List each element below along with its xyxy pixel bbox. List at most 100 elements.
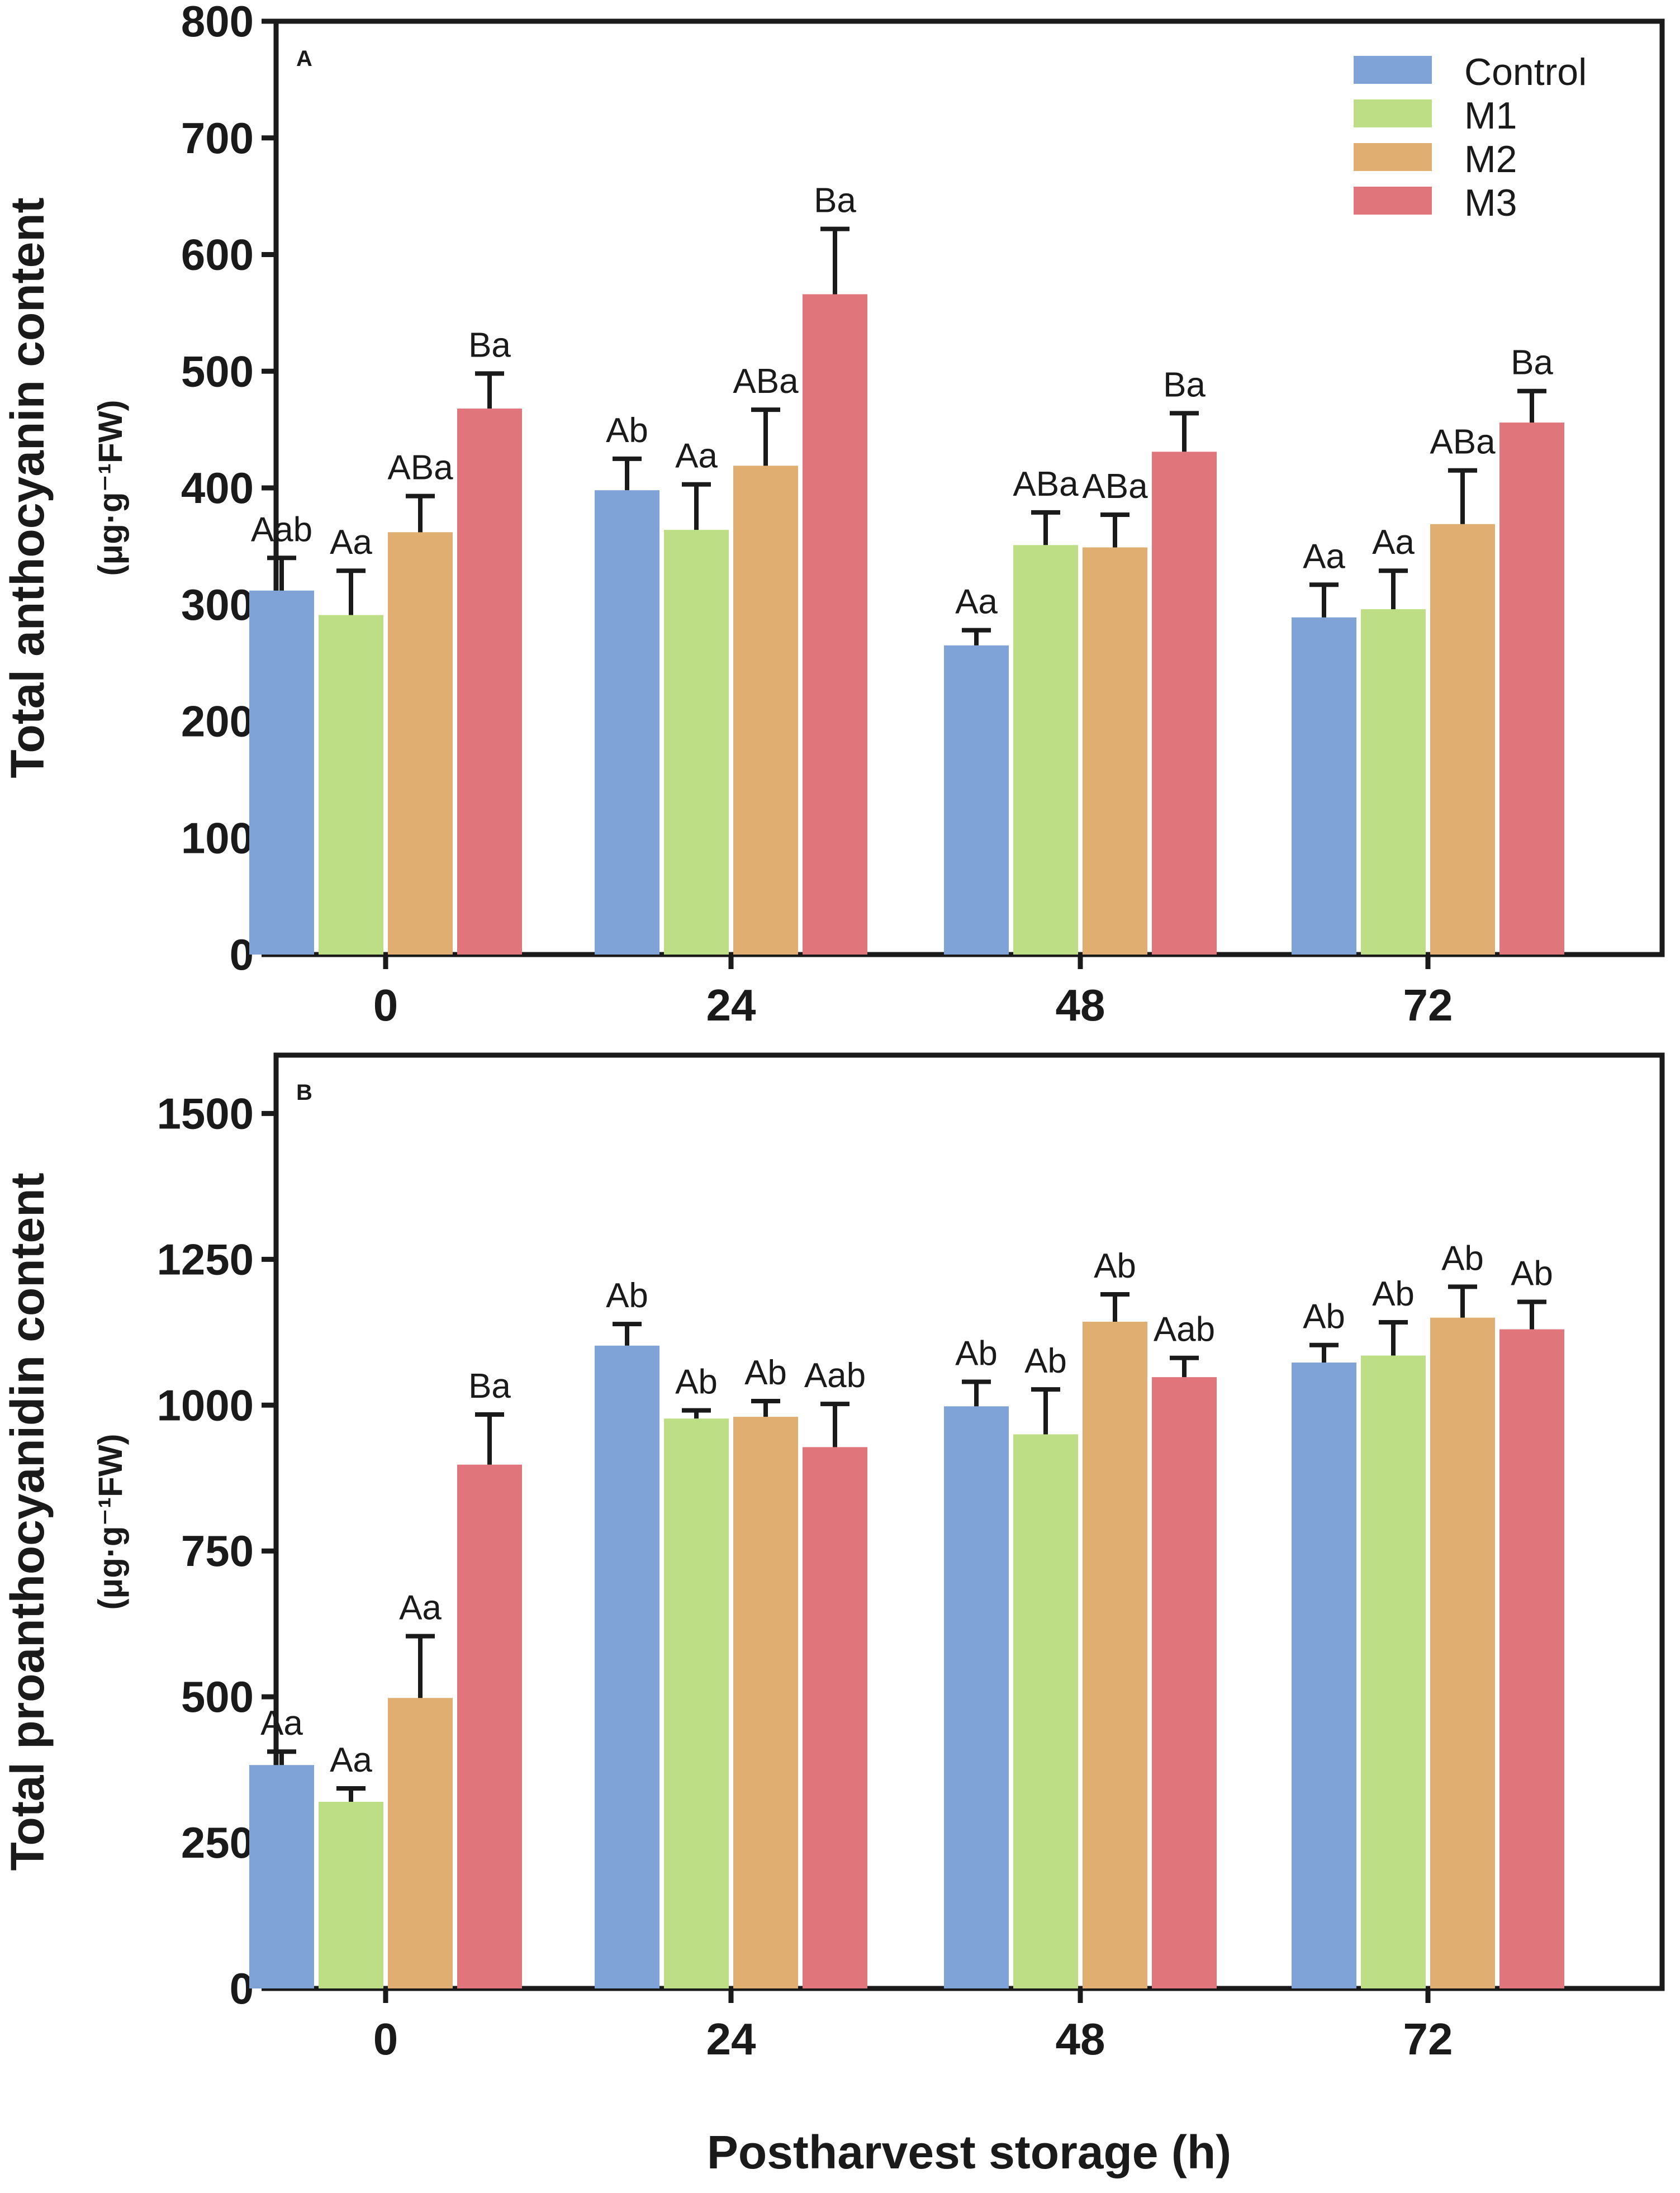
panel-a-letter: A	[296, 46, 312, 71]
y-tick-label: 1000	[156, 1380, 254, 1430]
x-tick-label: 0	[373, 2014, 398, 2064]
significance-label: Aa	[1372, 523, 1415, 562]
x-tick-label: 48	[1056, 980, 1105, 1030]
panel-a-y-axis-label: Total anthocyanin content	[1, 197, 54, 778]
bar-control-0	[249, 590, 314, 955]
y-tick-label: 1250	[156, 1235, 254, 1284]
bar-m1-24	[664, 530, 729, 955]
significance-label: Ab	[1441, 1239, 1484, 1278]
bar-control-72	[1292, 1363, 1356, 1988]
significance-label: Ba	[1163, 366, 1206, 404]
significance-label: Ab	[675, 1363, 718, 1402]
x-tick-label: 24	[706, 2014, 756, 2064]
panel-b-y-axis-unit: (μg·g⁻¹FW)	[92, 1434, 129, 1610]
x-tick-label: 0	[373, 980, 398, 1030]
panel-b-x-axis: 0 24 48 72	[373, 1988, 1453, 2064]
significance-label: Ab	[744, 1354, 787, 1392]
bar-m1-0	[319, 1802, 383, 1988]
significance-label: ABa	[1430, 423, 1496, 462]
bar-m2-0	[388, 1698, 453, 1988]
significance-label: Ab	[606, 1276, 648, 1315]
legend-swatch-control	[1354, 56, 1432, 84]
y-tick-label: 250	[181, 1818, 254, 1867]
bar-m3-0	[457, 1464, 522, 1988]
significance-label: Aa	[1303, 537, 1345, 576]
bar-control-48	[944, 1406, 1009, 1988]
bar-m2-72	[1430, 1317, 1495, 1988]
significance-label: Ab	[1094, 1247, 1136, 1285]
legend-swatch-m2	[1354, 143, 1432, 171]
legend-swatch-m3	[1354, 187, 1432, 215]
x-tick-label: 24	[706, 980, 756, 1030]
significance-label: ABa	[387, 449, 453, 487]
bar-control-24	[595, 490, 659, 955]
y-tick-label: 700	[181, 113, 254, 163]
significance-label: Ab	[1303, 1298, 1345, 1336]
panel-a-y-axis-unit: (μg·g⁻¹FW)	[92, 400, 129, 576]
legend-label-m3: M3	[1464, 182, 1517, 224]
bar-m3-24	[803, 294, 867, 955]
legend: Control M1 M2 M3	[1354, 51, 1587, 224]
bar-m1-72	[1361, 1355, 1426, 1988]
significance-label: Aa	[399, 1589, 442, 1627]
significance-label: Ab	[955, 1335, 998, 1373]
bar-m1-24	[664, 1418, 729, 1988]
legend-label-m1: M1	[1464, 94, 1517, 137]
legend-swatch-m1	[1354, 99, 1432, 127]
significance-label: Aa	[330, 1741, 372, 1779]
significance-label: Aab	[1154, 1311, 1215, 1349]
x-tick-label: 72	[1403, 980, 1453, 1030]
bar-m1-48	[1013, 1434, 1078, 1988]
x-tick-label: 72	[1403, 2014, 1453, 2064]
bar-m1-48	[1013, 545, 1078, 955]
significance-label: Ba	[468, 1367, 511, 1406]
significance-label: Aa	[260, 1704, 303, 1743]
significance-label: ABa	[1013, 465, 1079, 504]
legend-label-m2: M2	[1464, 138, 1517, 181]
significance-label: Ab	[606, 411, 648, 450]
significance-label: Ab	[1511, 1255, 1553, 1293]
y-tick-label: 500	[181, 346, 254, 396]
significance-label: Ba	[814, 182, 856, 220]
significance-label: Ba	[1511, 344, 1553, 382]
panel-a-x-axis: 0 24 48 72	[373, 955, 1453, 1030]
bar-m2-48	[1083, 547, 1147, 955]
legend-label-control: Control	[1464, 51, 1587, 93]
significance-label: Aa	[675, 437, 718, 476]
significance-label: ABa	[733, 362, 799, 401]
y-tick-label: 1500	[156, 1089, 254, 1138]
panel-b-y-axis-label: Total proanthocyanidin content	[1, 1173, 54, 1871]
bar-control-72	[1292, 617, 1356, 955]
significance-label: Aab	[251, 510, 312, 549]
bar-m3-72	[1499, 1329, 1564, 1988]
significance-label: Ab	[1372, 1275, 1415, 1313]
panel-a: A 0 100 200 300 400 500 600 700 800 Aab Ab Aa Aa Aa A…	[1, 0, 1665, 1030]
significance-label: ABa	[1082, 467, 1148, 506]
bar-m2-24	[733, 1417, 798, 1988]
bar-control-48	[944, 645, 1009, 955]
bar-m2-24	[733, 466, 798, 955]
significance-label: Ba	[468, 326, 511, 364]
y-tick-label: 800	[181, 0, 254, 46]
y-tick-label: 500	[181, 1672, 254, 1721]
y-tick-label: 600	[181, 230, 254, 279]
significance-label: Ab	[1024, 1342, 1067, 1380]
significance-label: Aa	[955, 583, 998, 621]
bar-m2-48	[1083, 1321, 1147, 1988]
panel-b-bars: Aa Ab Ab Ab Aa Ab Ab Ab Aa Ab Ab Ab Ba Aab Aab Ab	[249, 1239, 1564, 1988]
significance-label: Aab	[804, 1356, 866, 1395]
significance-label: Aa	[330, 523, 372, 562]
bar-m3-24	[803, 1447, 867, 1988]
y-tick-label: 750	[181, 1526, 254, 1575]
bar-m3-48	[1152, 452, 1217, 955]
bar-m1-0	[319, 615, 383, 955]
y-tick-label: 300	[181, 580, 254, 629]
bar-control-24	[595, 1345, 659, 1988]
y-tick-label: 200	[181, 697, 254, 746]
y-tick-label: 100	[181, 813, 254, 862]
